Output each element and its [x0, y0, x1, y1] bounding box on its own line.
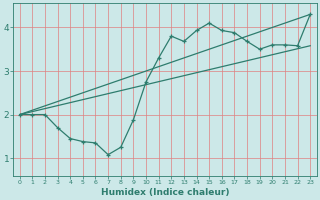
X-axis label: Humidex (Indice chaleur): Humidex (Indice chaleur) — [101, 188, 229, 197]
